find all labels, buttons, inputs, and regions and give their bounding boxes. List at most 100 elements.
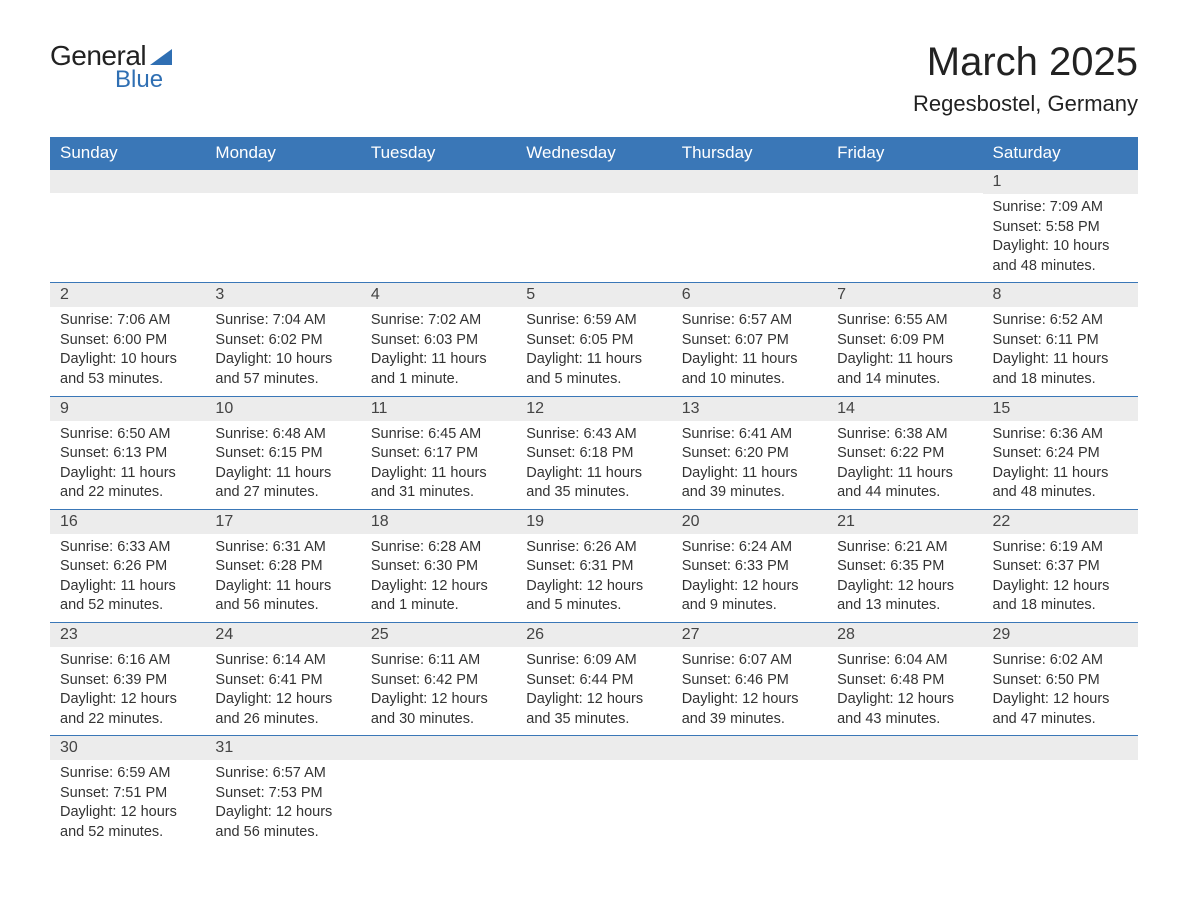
weekday-header: Saturday [983,137,1138,169]
day-number: 30 [50,735,205,760]
sunrise-line: Sunrise: 7:09 AM [993,198,1128,218]
day-number: 10 [205,396,360,421]
day-number-cell: 19 [516,509,671,534]
day-details: Sunrise: 6:48 AMSunset: 6:15 PMDaylight:… [205,421,360,509]
sunset-line: Sunset: 7:53 PM [215,784,350,804]
day-data-cell: Sunrise: 6:59 AMSunset: 7:51 PMDaylight:… [50,760,205,848]
sunset-line: Sunset: 7:51 PM [60,784,195,804]
sunrise-line: Sunrise: 6:19 AM [993,538,1128,558]
daylight-line-1: Daylight: 12 hours [682,690,817,710]
daylight-line-1: Daylight: 12 hours [993,577,1128,597]
daylight-line-1: Daylight: 10 hours [60,350,195,370]
week-daynum-row: 3031 [50,735,1138,760]
calendar-table: SundayMondayTuesdayWednesdayThursdayFrid… [50,137,1138,849]
day-details: Sunrise: 7:04 AMSunset: 6:02 PMDaylight:… [205,307,360,395]
day-data-cell: Sunrise: 6:26 AMSunset: 6:31 PMDaylight:… [516,534,671,622]
sunset-line: Sunset: 6:09 PM [837,331,972,351]
sunrise-line: Sunrise: 6:55 AM [837,311,972,331]
daylight-line-2: and 22 minutes. [60,710,195,730]
daylight-line-2: and 56 minutes. [215,596,350,616]
daylight-line-1: Daylight: 12 hours [993,690,1128,710]
empty-data-cell [672,760,827,848]
sunrise-line: Sunrise: 6:28 AM [371,538,506,558]
day-number: 18 [361,509,516,534]
day-number-cell: 1 [983,169,1138,194]
day-details: Sunrise: 6:59 AMSunset: 6:05 PMDaylight:… [516,307,671,395]
sunrise-line: Sunrise: 6:36 AM [993,425,1128,445]
day-number-cell: 18 [361,509,516,534]
empty-data-cell [516,760,671,848]
sunrise-line: Sunrise: 6:04 AM [837,651,972,671]
day-number-cell: 29 [983,622,1138,647]
empty-bar [672,735,827,760]
sunset-line: Sunset: 6:07 PM [682,331,817,351]
daylight-line-1: Daylight: 11 hours [526,464,661,484]
empty-day-cell [983,735,1138,760]
sunrise-line: Sunrise: 7:02 AM [371,311,506,331]
day-data-cell: Sunrise: 6:59 AMSunset: 6:05 PMDaylight:… [516,307,671,395]
day-number-cell: 2 [50,282,205,307]
day-number-cell: 26 [516,622,671,647]
daylight-line-1: Daylight: 11 hours [60,464,195,484]
empty-day-cell [205,169,360,194]
week-data-row: Sunrise: 6:59 AMSunset: 7:51 PMDaylight:… [50,760,1138,848]
daylight-line-1: Daylight: 12 hours [682,577,817,597]
day-data-cell: Sunrise: 6:33 AMSunset: 6:26 PMDaylight:… [50,534,205,622]
sunset-line: Sunset: 6:50 PM [993,671,1128,691]
day-number-cell: 28 [827,622,982,647]
daylight-line-2: and 47 minutes. [993,710,1128,730]
day-number-cell: 7 [827,282,982,307]
day-number-cell: 11 [361,396,516,421]
sunrise-line: Sunrise: 6:31 AM [215,538,350,558]
empty-day-cell [672,169,827,194]
day-number: 12 [516,396,671,421]
sunset-line: Sunset: 6:20 PM [682,444,817,464]
day-data-cell: Sunrise: 6:43 AMSunset: 6:18 PMDaylight:… [516,421,671,509]
empty-data-cell [361,194,516,282]
empty-bar [361,735,516,760]
empty-data-cell [205,194,360,282]
daylight-line-1: Daylight: 10 hours [215,350,350,370]
daylight-line-2: and 48 minutes. [993,483,1128,503]
day-number: 7 [827,282,982,307]
sunset-line: Sunset: 6:44 PM [526,671,661,691]
empty-day-cell [827,735,982,760]
day-details: Sunrise: 6:57 AMSunset: 7:53 PMDaylight:… [205,760,360,848]
day-data-cell: Sunrise: 6:31 AMSunset: 6:28 PMDaylight:… [205,534,360,622]
day-details: Sunrise: 6:41 AMSunset: 6:20 PMDaylight:… [672,421,827,509]
empty-day-cell [827,169,982,194]
daylight-line-1: Daylight: 12 hours [837,690,972,710]
day-number: 6 [672,282,827,307]
empty-data-cell [672,194,827,282]
daylight-line-2: and 22 minutes. [60,483,195,503]
sunset-line: Sunset: 6:11 PM [993,331,1128,351]
day-number-cell: 25 [361,622,516,647]
day-details: Sunrise: 6:19 AMSunset: 6:37 PMDaylight:… [983,534,1138,622]
empty-day-cell [50,169,205,194]
daylight-line-2: and 52 minutes. [60,823,195,843]
empty-bar [516,735,671,760]
weekday-header: Tuesday [361,137,516,169]
day-details: Sunrise: 6:50 AMSunset: 6:13 PMDaylight:… [50,421,205,509]
sunrise-line: Sunrise: 6:59 AM [60,764,195,784]
brand-logo: General Blue [50,40,172,94]
daylight-line-2: and 1 minute. [371,370,506,390]
daylight-line-2: and 31 minutes. [371,483,506,503]
day-number: 1 [983,169,1138,194]
day-details: Sunrise: 6:02 AMSunset: 6:50 PMDaylight:… [983,647,1138,735]
sunrise-line: Sunrise: 6:57 AM [215,764,350,784]
week-data-row: Sunrise: 7:09 AMSunset: 5:58 PMDaylight:… [50,194,1138,282]
day-details: Sunrise: 7:09 AMSunset: 5:58 PMDaylight:… [983,194,1138,282]
daylight-line-2: and 43 minutes. [837,710,972,730]
day-details: Sunrise: 6:21 AMSunset: 6:35 PMDaylight:… [827,534,982,622]
day-number-cell: 30 [50,735,205,760]
location-label: Regesbostel, Germany [913,91,1138,117]
week-daynum-row: 2345678 [50,282,1138,307]
daylight-line-2: and 35 minutes. [526,710,661,730]
day-details: Sunrise: 6:04 AMSunset: 6:48 PMDaylight:… [827,647,982,735]
daylight-line-2: and 35 minutes. [526,483,661,503]
sunrise-line: Sunrise: 6:07 AM [682,651,817,671]
sunset-line: Sunset: 6:22 PM [837,444,972,464]
sunset-line: Sunset: 6:37 PM [993,557,1128,577]
daylight-line-1: Daylight: 11 hours [60,577,195,597]
